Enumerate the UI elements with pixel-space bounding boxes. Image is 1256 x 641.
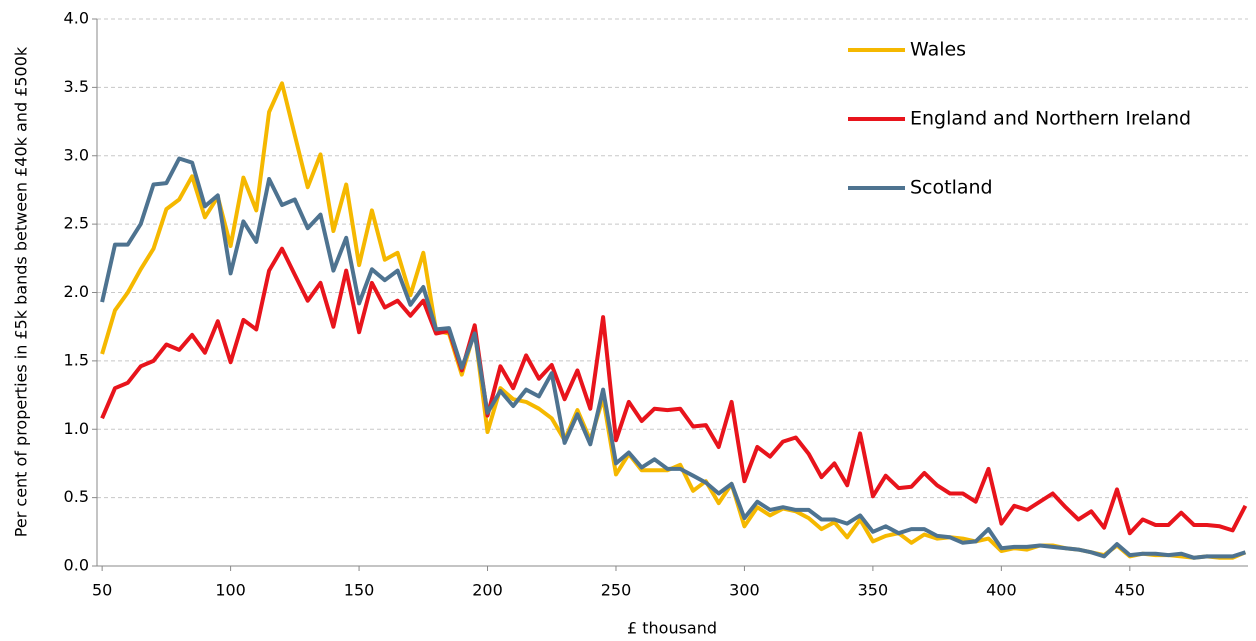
- y-tick-label: 0.5: [64, 487, 89, 506]
- y-tick-label: 1.0: [64, 419, 89, 438]
- y-tick-label: 3.5: [64, 77, 89, 96]
- x-tick-label: 250: [601, 581, 632, 600]
- legend-label: Wales: [910, 39, 966, 61]
- y-axis-title: Per cent of properties in £5k bands betw…: [12, 46, 31, 537]
- x-tick-label: 350: [858, 581, 889, 600]
- y-tick-label: 4.0: [64, 9, 89, 28]
- x-tick-label: 400: [986, 581, 1017, 600]
- x-tick-label: 100: [215, 581, 246, 600]
- y-tick-label: 2.5: [64, 214, 89, 233]
- y-tick-label: 1.5: [64, 350, 89, 369]
- series-line: [100, 246, 1248, 536]
- legend-label: Scotland: [910, 177, 993, 199]
- series-line: [100, 156, 1247, 560]
- y-tick-label: 3.0: [64, 145, 89, 164]
- x-tick-label: 150: [344, 581, 375, 600]
- legend-label: England and Northern Ireland: [910, 108, 1191, 130]
- x-tick-label: 450: [1115, 581, 1146, 600]
- y-tick-label: 0.0: [64, 556, 89, 575]
- x-axis-title: £ thousand: [627, 619, 717, 638]
- x-tick-label: 200: [472, 581, 503, 600]
- x-tick-label: 300: [729, 581, 760, 600]
- series-line: [100, 81, 1247, 560]
- x-tick-label: 50: [92, 581, 112, 600]
- y-tick-label: 2.0: [64, 282, 89, 301]
